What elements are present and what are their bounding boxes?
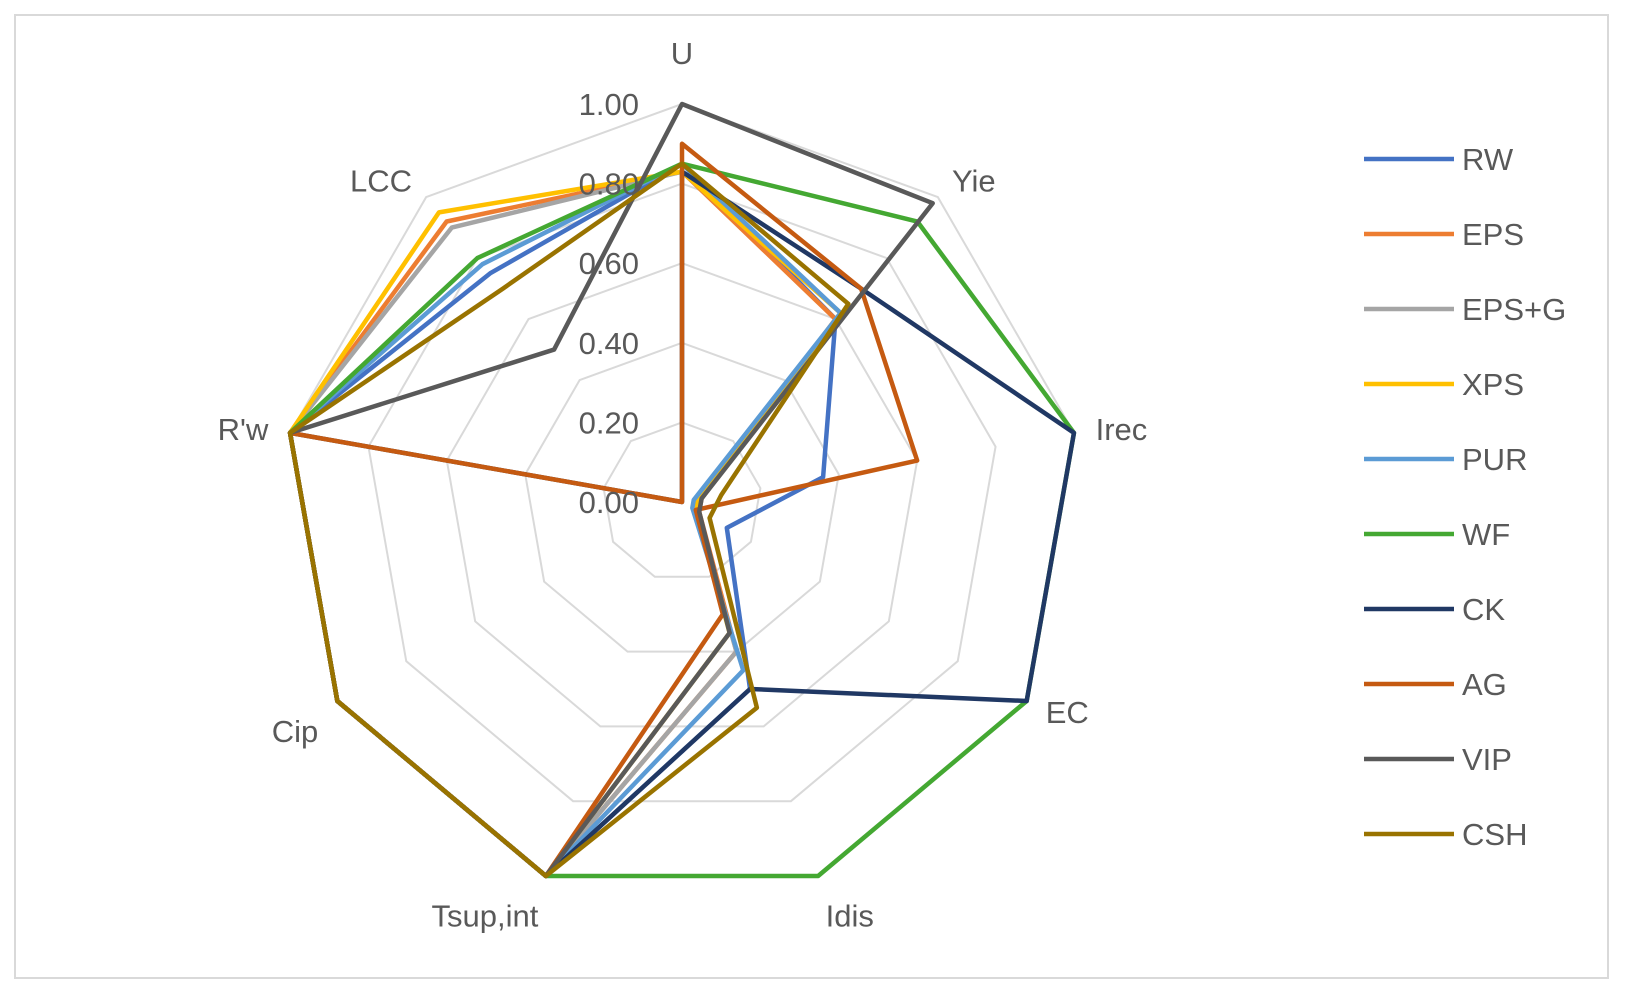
- tick-label: 0.20: [579, 405, 639, 440]
- axis-label-idis: Idis: [826, 899, 874, 934]
- series-line-eps-g: [287, 169, 843, 879]
- legend-label-ag: AG: [1462, 667, 1507, 702]
- axis-label-cip: Cip: [272, 714, 319, 749]
- series-line-pur: [287, 161, 843, 879]
- legend-label-vip: VIP: [1462, 742, 1512, 777]
- legend-label-eps: EPS: [1462, 217, 1524, 252]
- axis-label-ec: EC: [1046, 695, 1089, 730]
- legend-label-xps: XPS: [1462, 367, 1524, 402]
- series-line-rw: [287, 161, 838, 879]
- legend-label-csh: CSH: [1462, 817, 1527, 852]
- legend-label-wf: WF: [1462, 517, 1510, 552]
- tick-label: 0.00: [579, 485, 639, 520]
- legend-label-ck: CK: [1462, 592, 1505, 627]
- radar-axis-labels: U Yie Irec EC Idis Tsup,int Cip R'w LCC: [218, 36, 1148, 934]
- axis-label-irec: Irec: [1096, 412, 1148, 447]
- axis-label-r-w: R'w: [218, 412, 269, 447]
- legend-label-rw: RW: [1462, 142, 1514, 177]
- tick-label: 0.60: [579, 246, 639, 281]
- axis-label-u: U: [671, 36, 693, 71]
- grid-ring-4: [367, 182, 997, 803]
- series-line-xps: [287, 169, 843, 879]
- chart-legend: RW EPS EPS+G XPS PUR WF CK AG VIP CSH: [1364, 142, 1566, 852]
- axis-label-yie: Yie: [952, 163, 996, 198]
- chart-frame: [14, 14, 1609, 979]
- tick-label: 0.40: [579, 326, 639, 361]
- radar-series: [287, 101, 1077, 879]
- series-line-wf: [287, 161, 1077, 879]
- grid-ring-1: [602, 421, 762, 578]
- tick-label: 1.00: [579, 87, 639, 122]
- legend-label-pur: PUR: [1462, 442, 1527, 477]
- axis-label-tsup-int: Tsup,int: [432, 899, 539, 934]
- legend-label-eps-g: EPS+G: [1462, 292, 1566, 327]
- grid-ring-2: [524, 341, 840, 653]
- series-line-csh: [287, 161, 851, 879]
- series-line-ag: [287, 141, 920, 879]
- radar-tick-labels: 0.00 0.20 0.40 0.60 0.80 1.00: [579, 87, 639, 520]
- tick-label: 0.80: [579, 167, 639, 202]
- axis-label-lcc: LCC: [350, 163, 412, 198]
- grid-ring-3: [445, 262, 919, 728]
